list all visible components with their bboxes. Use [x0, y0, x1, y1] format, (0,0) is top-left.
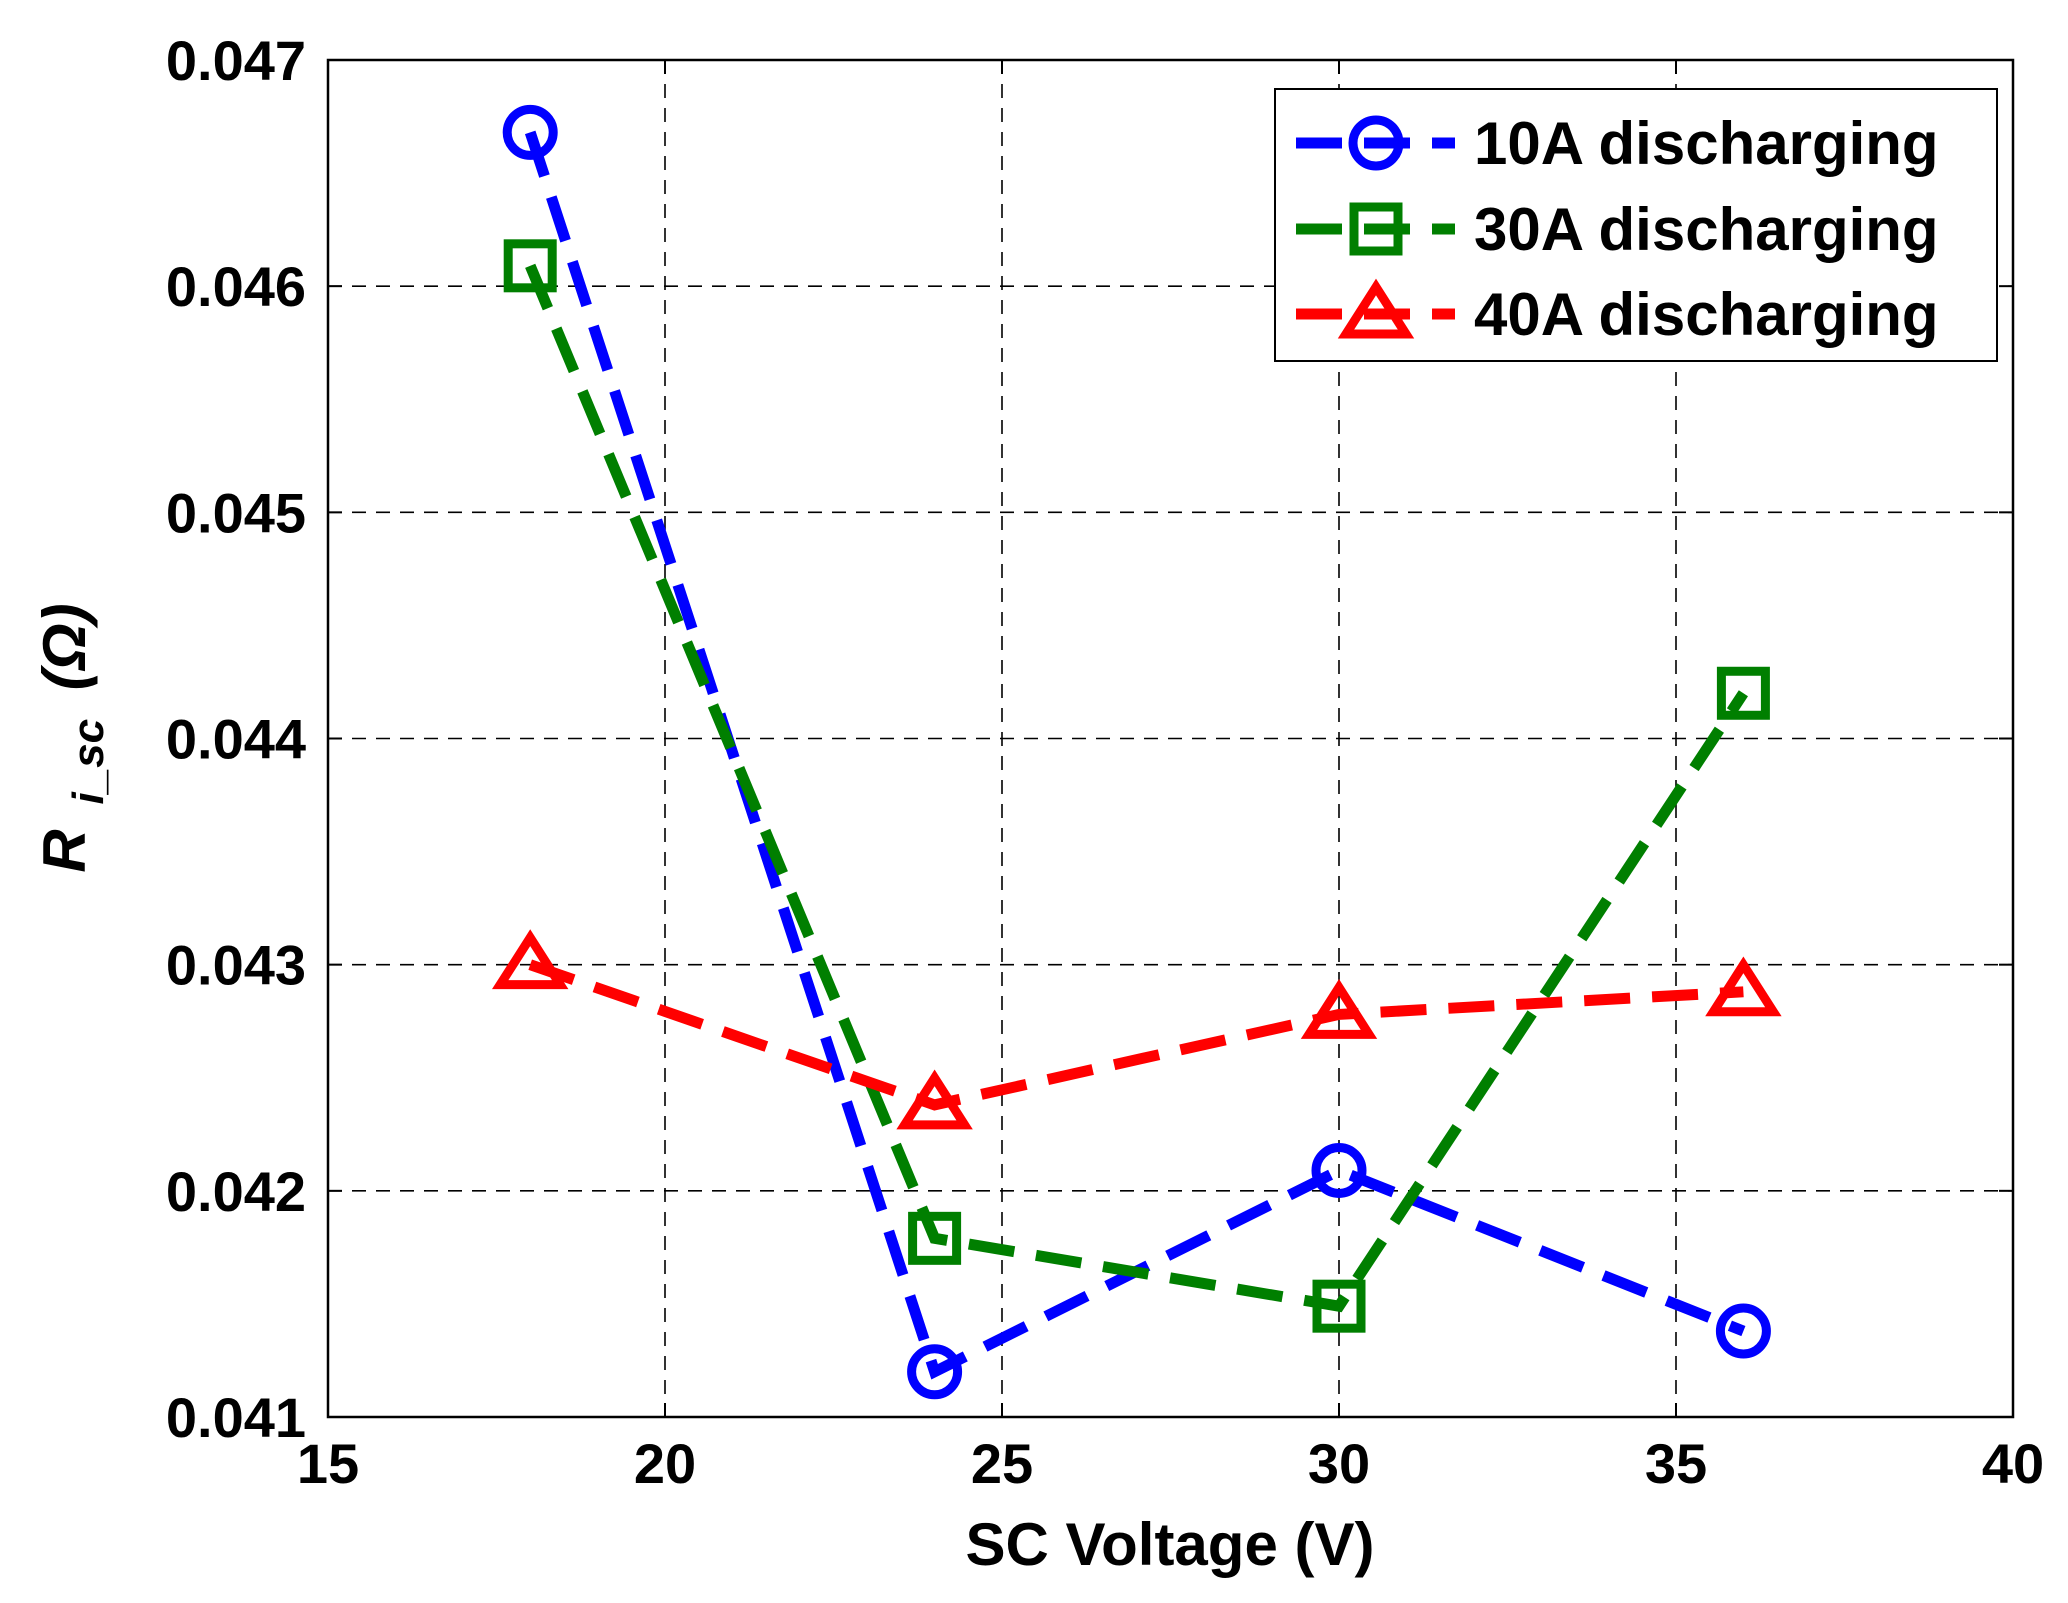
x-tick-label: 40 — [1982, 1432, 2044, 1495]
series-2 — [503, 239, 1770, 1333]
y-tick-label: 0.046 — [166, 255, 306, 318]
y-tick-label: 0.043 — [166, 934, 306, 997]
legend-item: 40A discharging — [1296, 278, 1939, 348]
y-axis-title: R i_sc (Ω) — [31, 603, 116, 872]
x-tick-label: 30 — [1308, 1432, 1370, 1495]
data-point-circle — [1715, 1303, 1771, 1359]
legend-label: 10A discharging — [1474, 110, 1939, 177]
data-point-square — [908, 1211, 962, 1265]
legend: 10A discharging 30A discharging 40A discha… — [1274, 88, 1998, 362]
data-point-triangle — [1300, 979, 1378, 1039]
legend-item: 10A discharging — [1296, 110, 1939, 177]
y-tick-label: 0.045 — [166, 481, 306, 544]
x-axis-title: SC Voltage (V) — [966, 1511, 1375, 1578]
x-tick-label: 25 — [971, 1432, 1033, 1495]
series-line — [528, 959, 1744, 1111]
series-layer — [491, 104, 1782, 1400]
data-point-triangle — [491, 929, 569, 990]
x-tick-label: 35 — [1645, 1432, 1707, 1495]
series-line — [525, 263, 1748, 1313]
data-point-square — [1716, 666, 1770, 720]
data-point-triangle — [1705, 956, 1782, 1017]
y-axis-title-subscript: i_sc — [64, 719, 113, 805]
axis-ticks: 15 20 25 30 35 40 0.041 0.042 0.043 0.044 0.045 0.0… — [166, 29, 2044, 1495]
legend-marker-triangle — [1337, 278, 1415, 339]
data-point-square — [1312, 1279, 1366, 1333]
y-tick-label: 0.042 — [166, 1160, 306, 1223]
data-point-circle — [1311, 1142, 1367, 1198]
y-axis-title-symbol: R — [31, 829, 98, 872]
y-tick-label: 0.041 — [166, 1386, 306, 1449]
y-tick-label: 0.044 — [166, 708, 306, 771]
svg-text:R i_sc (Ω): R i_sc (Ω) — [31, 603, 116, 872]
x-tick-label: 15 — [297, 1432, 359, 1495]
y-tick-label: 0.047 — [166, 29, 306, 92]
legend-label: 30A discharging — [1474, 196, 1939, 263]
series-3 — [491, 929, 1782, 1130]
x-tick-label: 20 — [634, 1432, 696, 1495]
legend-marker-square — [1349, 202, 1403, 256]
data-point-triangle — [896, 1069, 973, 1130]
y-axis-title-unit: (Ω) — [31, 603, 98, 690]
data-point-circle — [907, 1344, 963, 1400]
legend-marker-circle — [1348, 115, 1404, 171]
data-point-circle — [502, 104, 558, 160]
legend-label: 40A discharging — [1474, 281, 1939, 348]
data-point-square — [503, 239, 557, 293]
legend-item: 30A discharging — [1296, 196, 1939, 263]
